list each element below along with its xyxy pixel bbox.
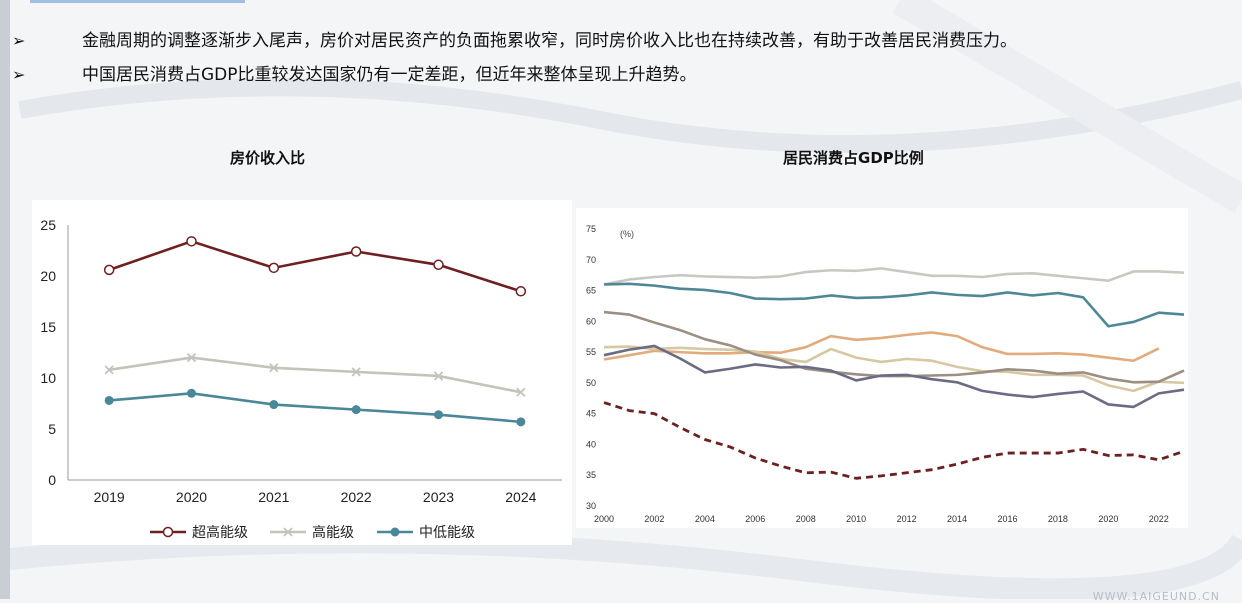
data-point: [269, 400, 279, 410]
x-tick-label: 2020: [1098, 514, 1118, 524]
top-accent-line: [30, 0, 245, 3]
data-point: [515, 286, 527, 297]
left-edge-bar: [0, 0, 10, 599]
series-slate-line: [603, 344, 1185, 409]
x-tick-label: 2002: [644, 514, 664, 524]
x-tick-label: 2023: [423, 489, 454, 505]
y-tick-label: 45: [586, 409, 596, 419]
data-point: [351, 405, 361, 415]
data-point: [434, 410, 443, 420]
x-tick-label: 2021: [258, 489, 289, 505]
x-tick-label: 2022: [341, 489, 372, 505]
legend-label: 高能级: [312, 524, 354, 540]
chart-2-title: 居民消费占GDP比例: [783, 149, 924, 167]
data-point: [516, 387, 526, 397]
y-tick-label: 70: [586, 255, 596, 265]
data-point: [186, 236, 197, 247]
data-point: [516, 417, 526, 427]
data-point: [187, 388, 196, 398]
data-point: [350, 246, 362, 257]
legend-marker: [283, 527, 293, 537]
bullet-arrow-icon: ➢: [12, 65, 26, 84]
legend-item: 中低能级: [377, 524, 475, 540]
x-tick-label: 2010: [846, 514, 866, 524]
chart-1-panel: 0 5 10 15 20 25 2019 2020 2021 2022 2023 2024 超高能级 高能…: [32, 200, 572, 545]
legend-marker: [390, 527, 400, 537]
series-teal-line: [603, 282, 1185, 328]
x-tick-label: 2018: [1048, 514, 1068, 524]
x-tick-label: 2022: [1149, 514, 1169, 524]
y-tick-label: 10: [40, 370, 56, 386]
y-tick-label: 60: [586, 316, 596, 326]
y-tick-label: 65: [586, 286, 596, 296]
bullet-text: 金融周期的调整逐渐步入尾声，房价对居民资产的负面拖累收窄，同时房价收入比也在持续…: [82, 31, 1017, 51]
y-tick-label: 5: [48, 421, 56, 437]
x-tick-label: 2019: [94, 489, 125, 505]
data-point: [103, 264, 115, 276]
y-tick-label: 35: [586, 470, 596, 480]
chart-2-panel: (%) 30 35 40 45 50 55 60 65 70 75 2000 2002 2004 2006 2…: [576, 208, 1188, 528]
consumption-gdp-chart: (%) 30 35 40 45 50 55 60 65 70 75 2000 2002 2004 2006 2…: [586, 224, 1185, 524]
x-tick-label: 2024: [505, 489, 536, 505]
house-price-income-chart: 0 5 10 15 20 25 2019 2020 2021 2022 2023 2024 超高能级 高能…: [40, 217, 562, 540]
legend-item: 超高能级: [150, 524, 248, 540]
series-line: [108, 356, 522, 394]
legend-label: 超高能级: [192, 524, 248, 540]
watermark: WWW.1AIGEUND.CN: [1092, 590, 1220, 603]
x-tick-label: 2020: [176, 489, 207, 505]
data-point: [433, 371, 444, 381]
bullet-arrow-icon: ➢: [12, 31, 26, 50]
x-tick-label: 2000: [594, 514, 614, 524]
series-khaki-line: [603, 345, 1185, 393]
x-tick-label: 2016: [997, 514, 1017, 524]
x-tick-label: 2006: [745, 514, 765, 524]
bullet-text: 中国居民消费占GDP比重较发达国家仍有一定差距，但近年来整体呈现上升趋势。: [82, 65, 697, 85]
unit-label: (%): [620, 229, 634, 239]
y-tick-label: 20: [40, 268, 56, 284]
y-tick-label: 0: [48, 472, 56, 488]
y-tick-label: 50: [586, 378, 596, 388]
y-tick-label: 75: [586, 224, 596, 234]
legend-label: 中低能级: [419, 524, 475, 540]
data-point: [268, 262, 280, 274]
legend-marker: [162, 526, 174, 538]
data-point: [269, 363, 279, 373]
x-tick-label: 2008: [796, 514, 816, 524]
chart-1-title: 房价收入比: [230, 149, 306, 167]
y-tick-label: 25: [40, 217, 56, 233]
y-tick-label: 55: [586, 347, 596, 357]
y-tick-label: 30: [586, 501, 596, 511]
x-tick-label: 2014: [947, 514, 967, 524]
data-point: [104, 365, 114, 375]
legend-item: 高能级: [270, 524, 354, 540]
data-point: [351, 367, 361, 377]
data-point: [186, 352, 197, 363]
series-grey-line: [603, 267, 1185, 286]
series-line: [108, 239, 522, 293]
data-point: [433, 259, 444, 271]
x-tick-label: 2004: [695, 514, 715, 524]
y-tick-label: 40: [586, 439, 596, 449]
series-line: [109, 391, 521, 424]
y-tick-label: 15: [40, 319, 56, 335]
x-tick-label: 2012: [897, 514, 917, 524]
data-point: [104, 395, 114, 405]
series-china-line: [603, 401, 1185, 480]
series-orange-line: [603, 331, 1160, 363]
